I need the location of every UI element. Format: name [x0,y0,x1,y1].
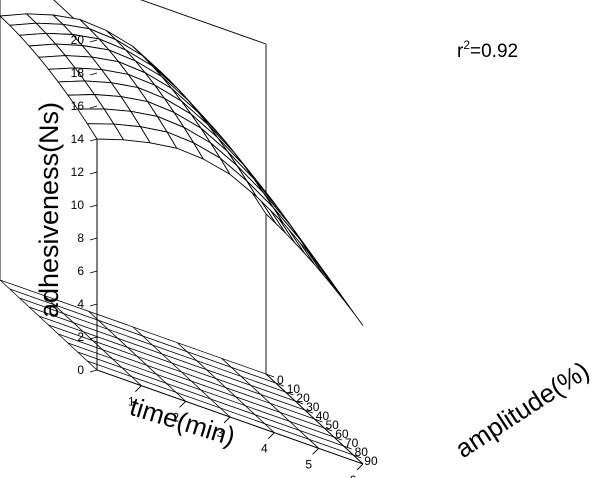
x-tick [312,448,319,455]
y-tick-label: 30 [306,400,320,414]
y-tick-label: 80 [355,445,369,459]
y-tick [343,445,352,450]
y-tick [314,418,323,423]
z-tick-label: 0 [77,363,84,377]
r-squared-annotation: r2=0.92 [457,38,518,62]
y-tick [333,436,343,441]
z-tick [89,171,98,175]
floor-grid-line [28,306,296,402]
x-tick [268,432,275,439]
y-tick [353,454,362,459]
y-tick [265,373,275,378]
z-tick [89,369,98,373]
surface-mesh [0,13,364,370]
floor-grid-line [67,342,335,438]
z-tick [89,237,98,241]
z-tick [89,105,98,109]
x-tick [179,401,186,408]
z-axis-label: adhesiveness(Ns) [34,102,64,318]
floor-grid-line [77,351,344,447]
floor-grid-line [38,315,305,411]
y-tick-label: 90 [364,454,378,468]
x-tick-label: 2 [172,410,179,424]
x-tick-label: 5 [305,457,312,471]
z-tick [89,336,98,340]
y-tick [324,427,333,432]
y-tick-label: 70 [345,436,359,450]
x-tick [223,416,231,424]
z-tick [89,138,98,142]
y-tick-label: 50 [326,418,340,432]
floor-grid-line [9,288,276,384]
z-tick-label: 4 [77,297,84,311]
tick-labels: 0246810121416182012345601020304050607080… [71,33,378,478]
floor-grid-line [0,279,267,375]
x-tick-label: 1 [128,395,135,409]
surface-cell [326,275,364,326]
y-tick-label: 60 [335,427,349,441]
floor-grid-line [19,297,286,393]
x-tick [135,385,142,392]
tick-marks [89,39,364,471]
floor-grid-line [58,333,325,429]
x-tick-label: 6 [350,473,357,478]
y-tick [275,382,284,387]
z-tick-label: 20 [71,33,85,47]
x-tick [356,463,364,471]
z-tick-label: 2 [77,330,84,344]
y-tick-label: 20 [296,391,310,405]
z-tick-label: 6 [77,264,84,278]
z-tick [89,270,98,274]
y-tick [294,400,304,405]
floor-grid-line [87,360,354,456]
y-tick-label: 40 [316,409,330,423]
z-tick-label: 10 [71,198,85,212]
right-wall-top-edge [140,0,267,45]
y-tick [304,409,313,414]
y-tick-label: 10 [287,382,301,396]
z-tick [89,72,98,76]
x-tick-label: 4 [261,442,268,456]
z-tick [89,303,98,307]
z-tick-label: 8 [77,231,84,245]
z-tick [89,39,98,43]
floor-grid-line [48,324,315,420]
z-tick-label: 16 [71,99,85,113]
z-tick-label: 14 [71,132,85,146]
z-tick [89,204,98,208]
z-tick-label: 18 [71,66,85,80]
y-tick-label: 0 [277,373,284,387]
x-tick-label: 3 [217,426,224,440]
y-tick [285,391,294,396]
z-tick-label: 12 [71,165,85,179]
